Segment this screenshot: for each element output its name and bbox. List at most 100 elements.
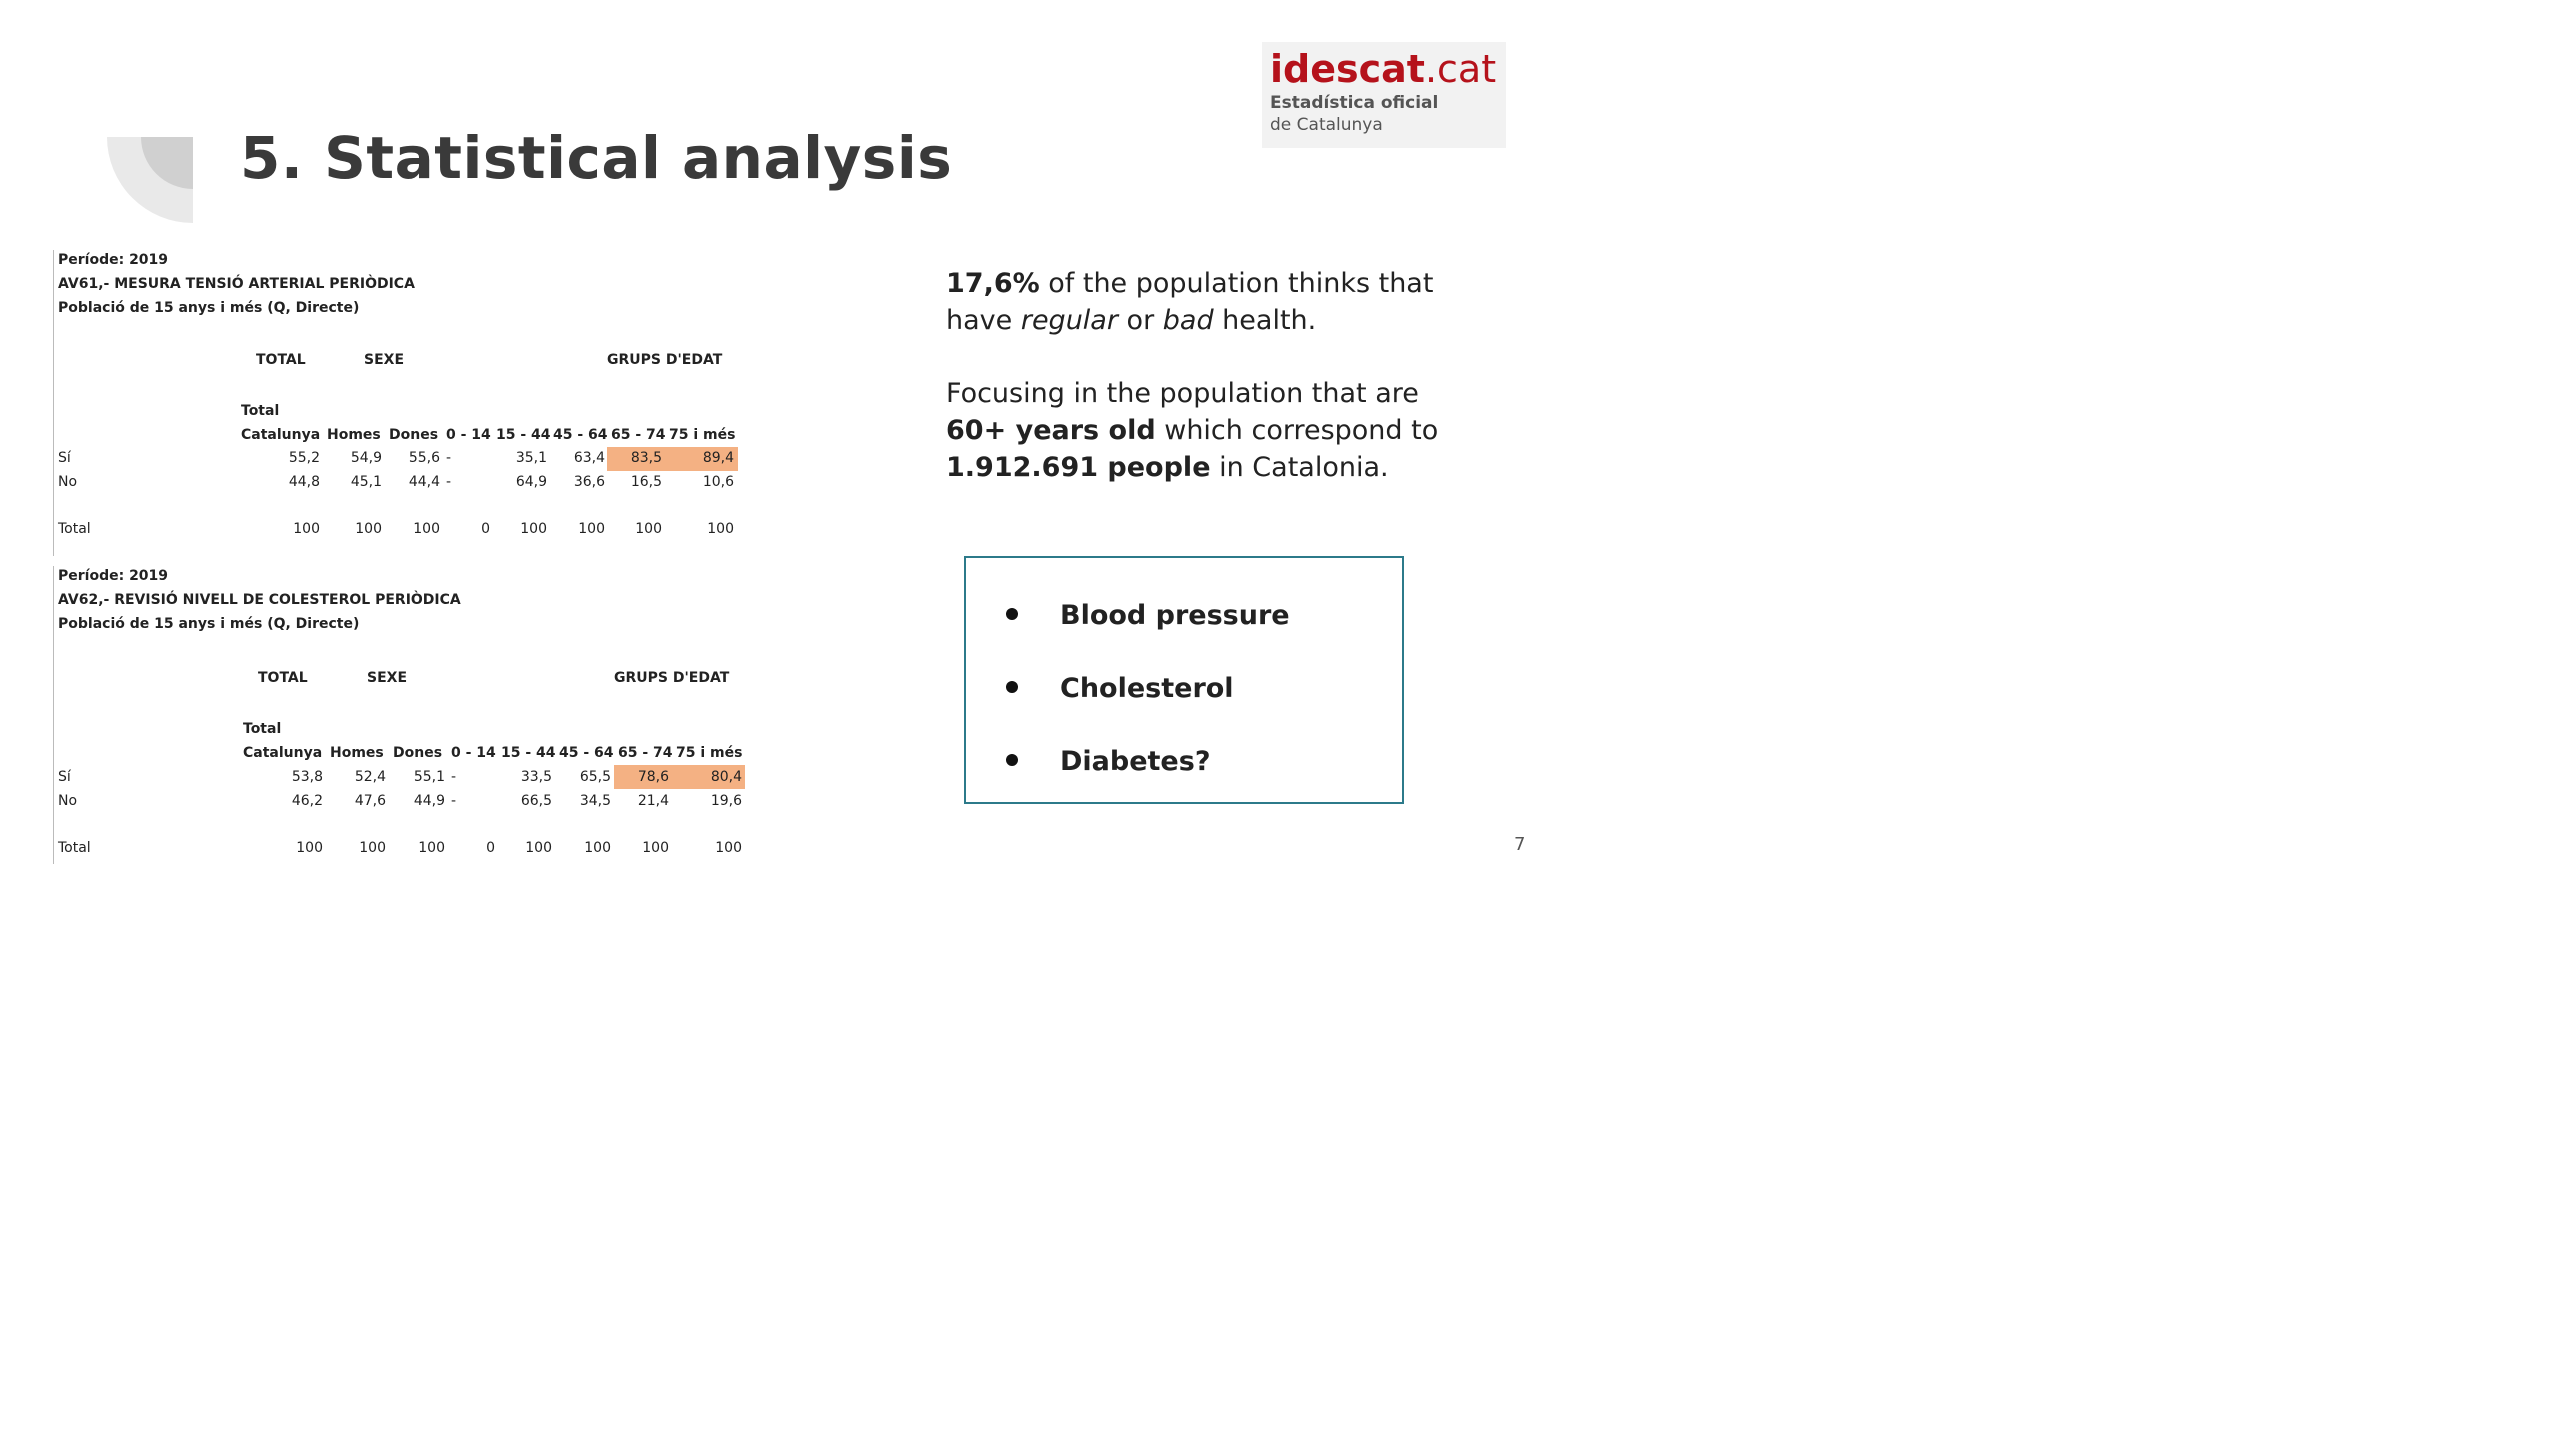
table-cholesterol: Període: 2019 AV62,- REVISIÓ NIVELL DE C… [53, 566, 754, 864]
column-header: Dones [389, 427, 439, 443]
table-cell: 100 [584, 840, 611, 856]
table-cell: 100 [707, 521, 734, 537]
bullet-item: Diabetes? [1006, 746, 1210, 777]
table-cell: - [451, 769, 457, 785]
decorative-corner-shape [107, 137, 193, 223]
table-cell: 100 [520, 521, 547, 537]
column-header: 65 - 74 [611, 427, 666, 443]
idescat-logo: idescat.cat Estadística oficial de Catal… [1262, 42, 1506, 148]
stats-paragraph-health: 17,6% of the population thinks that have… [946, 268, 1434, 336]
table-cell: 36,6 [573, 474, 605, 490]
row-label: No [58, 474, 78, 490]
table-cell: 44,4 [408, 474, 440, 490]
table-cell: 66,5 [520, 793, 552, 809]
table-cell: 100 [715, 840, 742, 856]
table-cell: 100 [418, 840, 445, 856]
group-header-edat: GRUPS D'EDAT [607, 352, 723, 368]
table-cell: - [446, 450, 452, 466]
table-cell: 0 [481, 521, 490, 537]
slide-title: 5. Statistical analysis [240, 124, 953, 192]
table-cell: 100 [359, 840, 386, 856]
table-cell: 16,5 [630, 474, 662, 490]
table-cell: 63,4 [573, 450, 605, 466]
table-title: AV61,- MESURA TENSIÓ ARTERIAL PERIÒDICA [58, 276, 415, 292]
table-cell: - [446, 474, 452, 490]
row-label: No [58, 793, 78, 809]
table-cell: 55,2 [288, 450, 320, 466]
table-cell: 10,6 [702, 474, 734, 490]
table-cell: 46,2 [291, 793, 323, 809]
stats-text: 17,6% of the population thinks that have… [946, 265, 1466, 486]
table-cell: 44,9 [413, 793, 445, 809]
table-cell: - [451, 793, 457, 809]
column-header: Dones [393, 745, 443, 761]
bullet-dot-icon [1006, 607, 1018, 620]
column-header: 15 - 44 [501, 745, 556, 761]
row-label: Sí [58, 450, 71, 466]
row-label: Total [58, 840, 91, 856]
table-title: AV62,- REVISIÓ NIVELL DE COLESTEROL PERI… [58, 592, 461, 608]
table-cell: 55,1 [413, 769, 445, 785]
column-header-total: Total [243, 721, 282, 737]
table-cell: 55,6 [408, 450, 440, 466]
table-cell: 21,4 [637, 793, 669, 809]
group-header-sexe: SEXE [364, 352, 405, 368]
column-header: 45 - 64 [559, 745, 614, 761]
column-header: Homes [327, 427, 381, 443]
table-cell: 64,9 [515, 474, 547, 490]
table-cell: 100 [525, 840, 552, 856]
table-cell: 35,1 [515, 450, 547, 466]
table-blood-pressure: Període: 2019 AV61,- MESURA TENSIÓ ARTER… [53, 250, 754, 556]
table-period: Període: 2019 [58, 252, 169, 268]
column-header: 0 - 14 [451, 745, 496, 761]
column-header: 75 i més [669, 427, 736, 443]
logo-tagline-1: Estadística oficial [1270, 93, 1439, 113]
column-header: 65 - 74 [618, 745, 673, 761]
logo-tagline-2: de Catalunya [1270, 115, 1383, 135]
bullet-item: Cholesterol [1006, 673, 1234, 704]
stats-paragraph-population: Focusing in the population that are 60+ … [946, 378, 1439, 483]
bullet-dot-icon [1006, 753, 1018, 766]
group-header-edat: GRUPS D'EDAT [614, 670, 730, 686]
table-cell: 100 [578, 521, 605, 537]
table-cell: 19,6 [710, 793, 742, 809]
table-period: Període: 2019 [58, 568, 169, 584]
table-cell: 34,5 [579, 793, 611, 809]
column-header: 0 - 14 [446, 427, 491, 443]
table-cell: 0 [486, 840, 495, 856]
column-header: Catalunya [241, 427, 321, 443]
group-header-total: TOTAL [256, 352, 306, 368]
bullet-dot-icon [1006, 680, 1018, 693]
table-cell: 100 [413, 521, 440, 537]
table-cell: 47,6 [354, 793, 386, 809]
bullet-item: Blood pressure [1006, 600, 1290, 631]
logo-brand: idescat.cat [1270, 47, 1497, 91]
page-number: 7 [1514, 834, 1526, 855]
table-population: Població de 15 anys i més (Q, Directe) [58, 616, 360, 632]
table-cell: 78,6 [637, 769, 669, 785]
table-cell: 100 [296, 840, 323, 856]
table-cell: 100 [642, 840, 669, 856]
table-population: Població de 15 anys i més (Q, Directe) [58, 300, 360, 316]
row-label: Sí [58, 769, 71, 785]
table-cell: 80,4 [710, 769, 742, 785]
highlight-cell [607, 447, 738, 471]
column-header: 15 - 44 [496, 427, 551, 443]
table-cell: 53,8 [291, 769, 323, 785]
column-header: 45 - 64 [553, 427, 608, 443]
column-header: Catalunya [243, 745, 323, 761]
group-header-sexe: SEXE [367, 670, 408, 686]
table-cell: 100 [293, 521, 320, 537]
table-cell: 52,4 [354, 769, 386, 785]
table-cell: 33,5 [520, 769, 552, 785]
row-label: Total [58, 521, 91, 537]
topics-box: Blood pressure Cholesterol Diabetes? [964, 556, 1404, 804]
table-cell: 83,5 [630, 450, 662, 466]
table-cell: 89,4 [702, 450, 734, 466]
table-cell: 54,9 [350, 450, 382, 466]
column-header-total: Total [241, 403, 280, 419]
table-cell: 44,8 [288, 474, 320, 490]
highlight-cell [614, 765, 745, 789]
group-header-total: TOTAL [258, 670, 308, 686]
table-cell: 65,5 [579, 769, 611, 785]
